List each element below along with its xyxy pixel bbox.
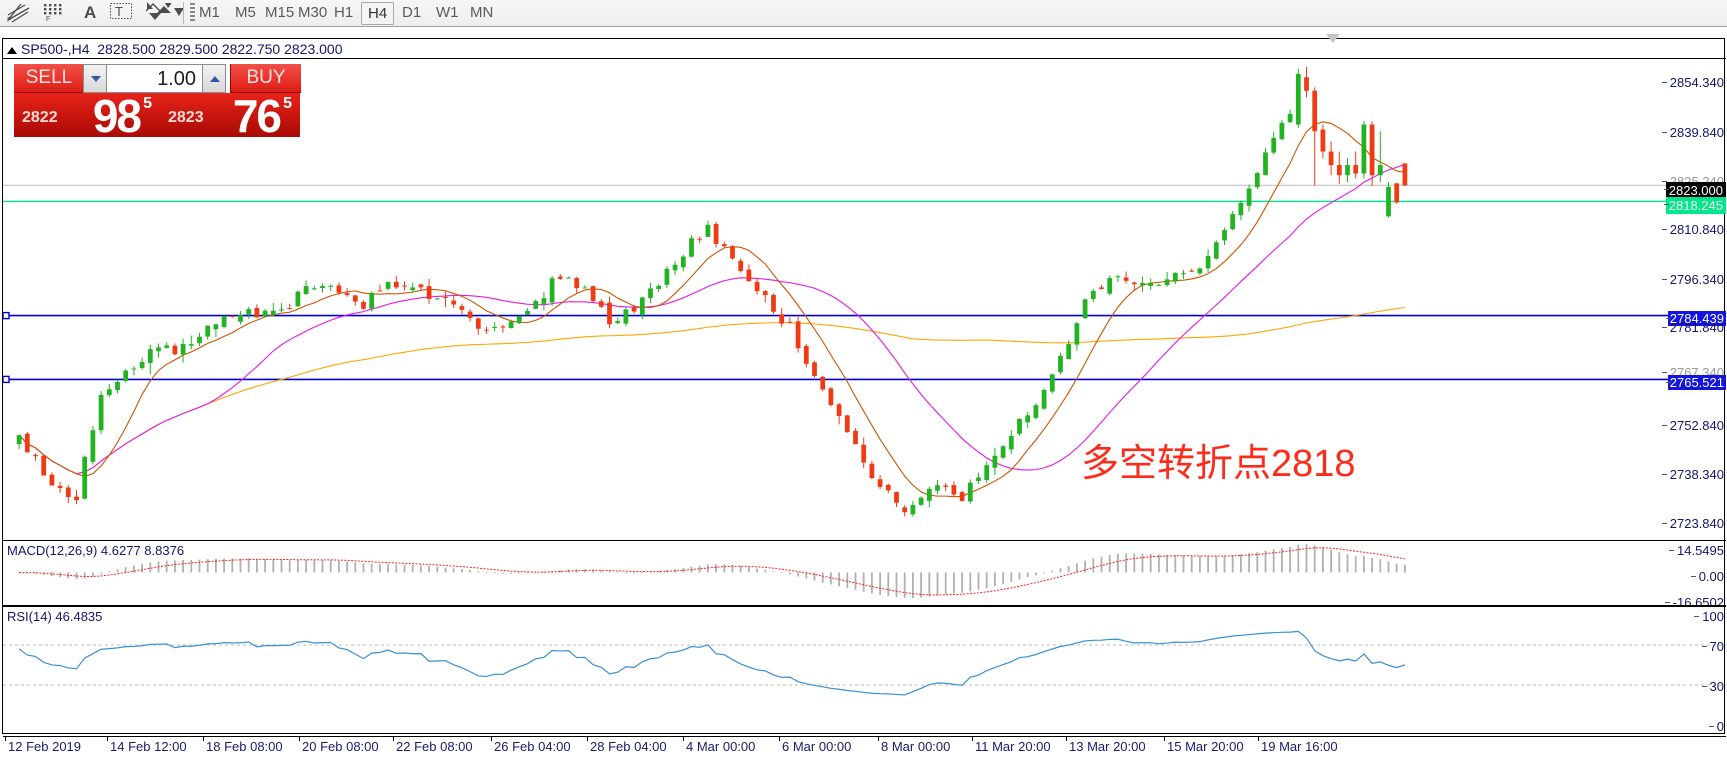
svg-text:F: F	[7, 17, 11, 23]
svg-text:多空转折点2818: 多空转折点2818	[1081, 443, 1356, 485]
svg-text:T: T	[115, 4, 123, 19]
svg-text:F: F	[46, 16, 50, 22]
